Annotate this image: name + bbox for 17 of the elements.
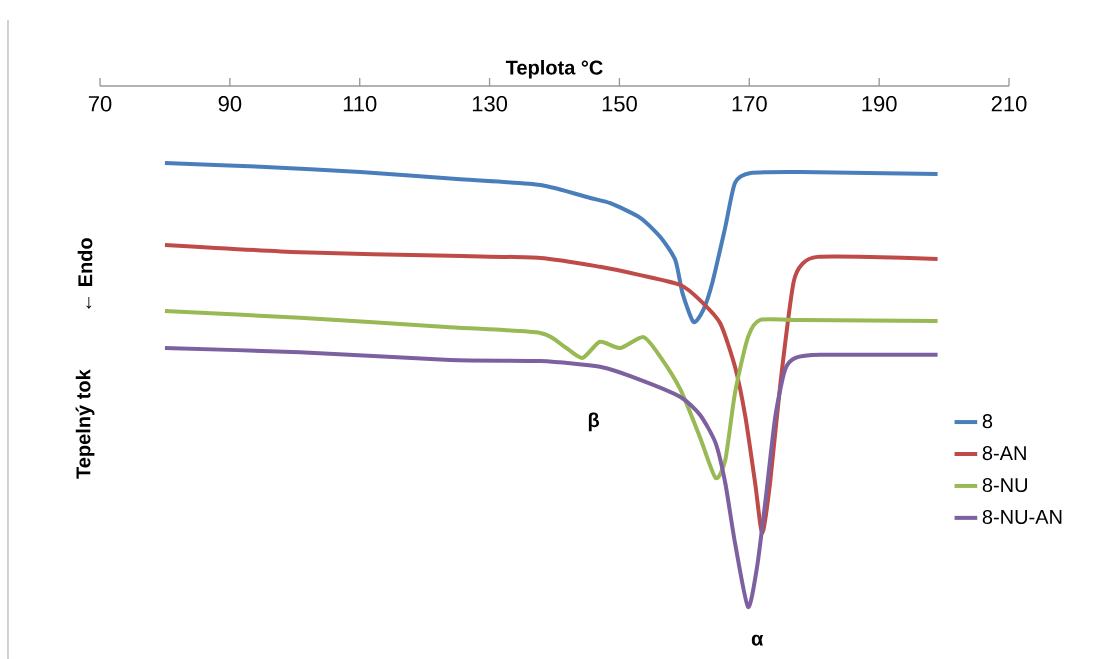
legend-label: 8-NU xyxy=(982,477,1027,492)
x-tick-label: 190 xyxy=(862,95,897,112)
x-tick-label: 130 xyxy=(472,95,508,112)
y-axis-title: Tepelný tok xyxy=(75,369,95,479)
x-axis-title: Teplota °C xyxy=(505,59,603,79)
x-tick-label: 110 xyxy=(343,95,377,112)
x-tick-label: 150 xyxy=(602,95,637,112)
legend-label: 8-NU-AN xyxy=(982,509,1062,524)
x-tick-label: 90 xyxy=(218,95,242,112)
legend-label: 8-AN xyxy=(982,445,1026,460)
x-tick-label: 70 xyxy=(88,95,112,112)
x-tick-label: 210 xyxy=(991,95,1027,112)
text: α xyxy=(751,634,764,646)
x-tick-label: 170 xyxy=(732,95,767,112)
text: ← Endo xyxy=(77,237,93,309)
annotation: β xyxy=(588,412,600,431)
legend-label: 8 xyxy=(982,413,993,428)
